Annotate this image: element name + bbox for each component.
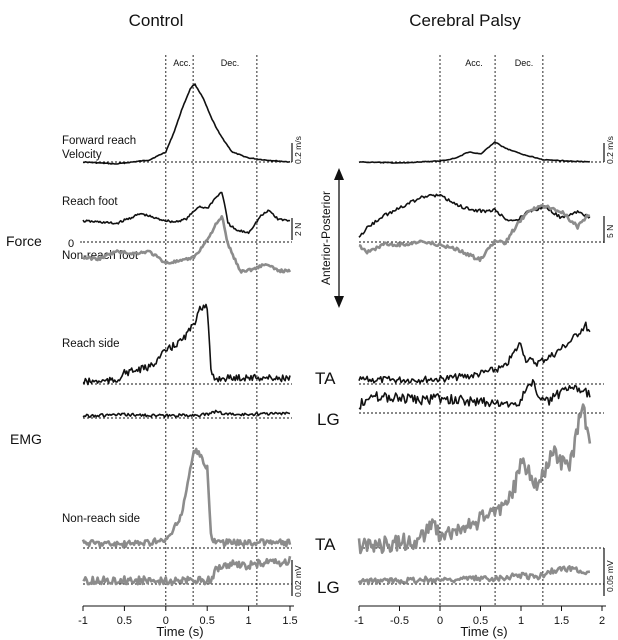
control-trace-ta-reach-side bbox=[82, 303, 291, 386]
control-dec-label: Dec. bbox=[221, 58, 240, 68]
cp-acc-label: Acc. bbox=[465, 58, 483, 68]
plot-layer: -1 0.5 0 0.5 1 1.5 -1 -0.5 0 0.5 1 1.5 2 bbox=[78, 55, 606, 627]
control-emg-scale: 0.02 mV bbox=[291, 560, 303, 597]
control-title: Control bbox=[129, 11, 184, 30]
control-x-tick-label: 0.5 bbox=[117, 615, 132, 627]
svg-text:0.2 m/s: 0.2 m/s bbox=[605, 136, 615, 164]
cp-trace-non-reach-foot bbox=[358, 204, 591, 263]
cp-x-tick-label: 1.5 bbox=[554, 615, 569, 627]
control-x-tick-label: 0.5 bbox=[200, 615, 215, 627]
cp-x-axis-title: Time (s) bbox=[460, 624, 507, 639]
control-trace-forward-reach-velocity bbox=[82, 83, 291, 165]
svg-text:5 N: 5 N bbox=[605, 225, 615, 238]
cp-trace-lg-non-reach-side bbox=[357, 565, 590, 586]
control-x-tick-label: 1.5 bbox=[282, 615, 297, 627]
cp-x-tick-label: 1 bbox=[518, 615, 524, 627]
cp-trace-lg-reach-side bbox=[358, 379, 591, 410]
cp-emg-scale: 0.05 mV bbox=[603, 548, 615, 596]
non-reach-side-label: Non-reach side bbox=[62, 513, 140, 525]
control-trace-lg-non-reach-side bbox=[82, 555, 292, 587]
force-zero-label: 0 bbox=[68, 238, 74, 250]
ta-label-reach: TA bbox=[315, 369, 336, 388]
control-trace-non-reach-foot bbox=[82, 215, 292, 274]
cp-trace-reach-foot bbox=[358, 193, 591, 238]
svg-text:2 N: 2 N bbox=[293, 223, 303, 236]
svg-text:0.02 mV: 0.02 mV bbox=[293, 565, 303, 597]
cp-x-tick-label: -0.5 bbox=[390, 615, 409, 627]
svg-text:0.2 m/s: 0.2 m/s bbox=[293, 136, 303, 164]
velocity-label-line2: Velocity bbox=[62, 149, 102, 161]
cp-title: Cerebral Palsy bbox=[409, 11, 521, 30]
cp-x-tick-label: 2 bbox=[599, 615, 605, 627]
control-x-tick-label: 0 bbox=[163, 615, 169, 627]
cp-force-scale: 5 N bbox=[603, 216, 615, 243]
ta-label-nonreach: TA bbox=[315, 535, 336, 554]
cp-velocity-scale: 0.2 m/s bbox=[603, 136, 615, 164]
svg-text:0.05 mV: 0.05 mV bbox=[605, 560, 615, 592]
cp-x-tick-label: 0.5 bbox=[473, 615, 488, 627]
control-x-tick-label: 1 bbox=[246, 615, 252, 627]
control-trace-lg-reach-side bbox=[82, 409, 291, 418]
control-x-tick-label: -1 bbox=[78, 615, 88, 627]
cp-dec-label: Dec. bbox=[515, 58, 534, 68]
reach-foot-label: Reach foot bbox=[62, 196, 118, 208]
lg-label-nonreach: LG bbox=[317, 578, 340, 597]
force-row-label: Force bbox=[6, 233, 42, 249]
control-trace-ta-non-reach-side bbox=[81, 447, 292, 549]
control-force-scale: 2 N bbox=[291, 218, 303, 240]
control-acc-label: Acc. bbox=[173, 58, 191, 68]
cp-trace-ta-non-reach-side bbox=[357, 403, 592, 555]
cp-trace-ta-reach-side bbox=[358, 321, 591, 384]
control-trace-reach-foot bbox=[82, 191, 291, 235]
cp-x-tick-label: 0 bbox=[437, 615, 443, 627]
anterior-posterior-label: Anterior-Posterior bbox=[319, 191, 333, 285]
reach-side-label: Reach side bbox=[62, 338, 120, 350]
cp-trace-forward-reach-velocity bbox=[358, 141, 590, 164]
emg-row-label: EMG bbox=[10, 431, 42, 447]
lg-label-reach: LG bbox=[317, 410, 340, 429]
control-x-axis-title: Time (s) bbox=[156, 624, 203, 639]
anterior-posterior-arrow bbox=[334, 168, 344, 308]
control-velocity-scale: 0.2 m/s bbox=[291, 136, 303, 164]
cp-x-tick-label: -1 bbox=[354, 615, 364, 627]
velocity-label-line1: Forward reach bbox=[62, 135, 136, 147]
